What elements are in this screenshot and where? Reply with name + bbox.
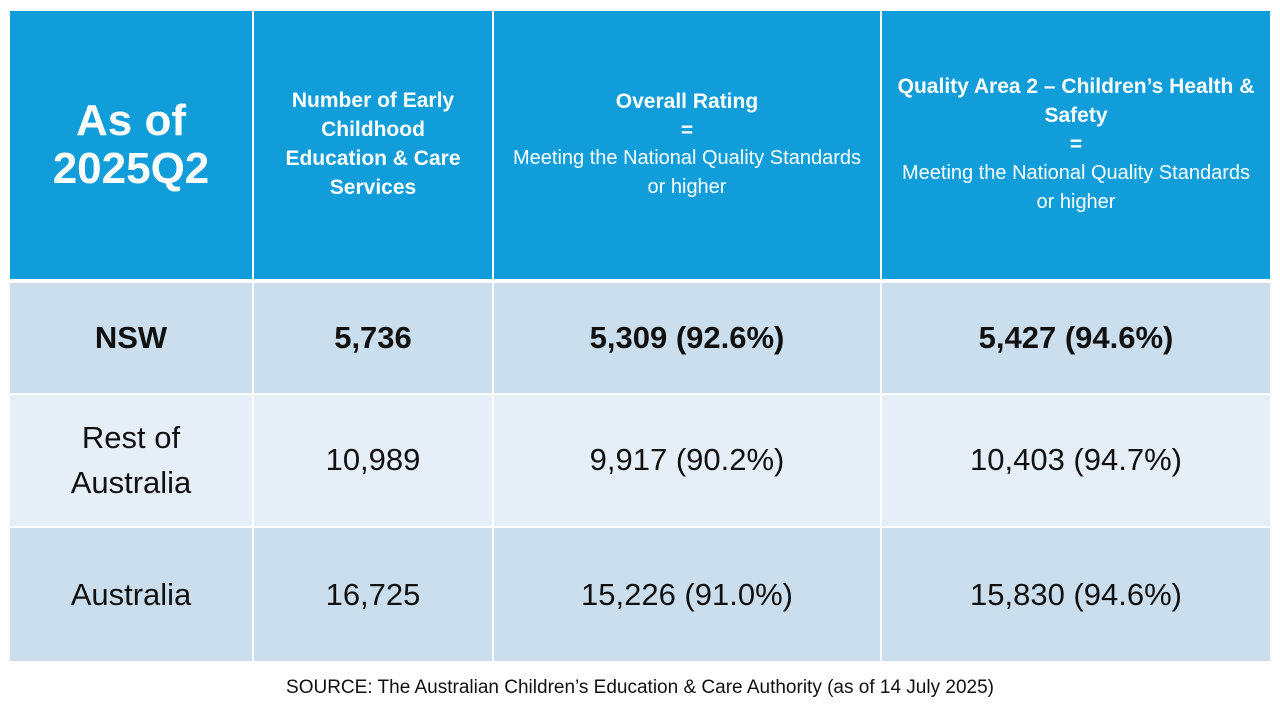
quality-ratings-table: As of 2025Q2 Number of Early Childhood E…: [10, 11, 1270, 663]
qa2-subtitle: Meeting the National Quality Standards o…: [902, 161, 1250, 213]
table-row: Australia 16,725 15,226 (91.0%) 15,830 (…: [10, 527, 1270, 663]
overall-rating-cell: 9,917 (90.2%): [493, 394, 882, 528]
as-of-label: As of 2025Q2: [52, 96, 210, 193]
services-header-label: Number of Early Childhood Education & Ca…: [285, 89, 461, 199]
table-row: Rest of Australia 10,989 9,917 (90.2%) 1…: [10, 394, 1270, 528]
qa2-cell: 5,427 (94.6%): [881, 281, 1270, 395]
region-cell: Rest of Australia: [10, 394, 254, 528]
source-note: SOURCE: The Australian Children’s Educat…: [286, 677, 994, 698]
qa2-equals: =: [1069, 133, 1083, 157]
qa2-title: Quality Area 2 – Children’s Health & Saf…: [897, 75, 1255, 128]
region-cell: NSW: [10, 281, 254, 395]
overall-rating-equals: =: [680, 118, 694, 142]
region-cell: Australia: [10, 527, 254, 663]
overall-rating-cell: 5,309 (92.6%): [493, 281, 882, 395]
services-cell: 5,736: [253, 281, 494, 395]
services-cell: 16,725: [253, 527, 494, 663]
header-services: Number of Early Childhood Education & Ca…: [253, 11, 494, 283]
qa2-cell: 10,403 (94.7%): [881, 394, 1270, 528]
overall-rating-cell: 15,226 (91.0%): [493, 527, 882, 663]
header-quality-area-2: Quality Area 2 – Children’s Health & Saf…: [881, 11, 1270, 283]
qa2-cell: 15,830 (94.6%): [881, 527, 1270, 663]
services-cell: 10,989: [253, 394, 494, 528]
header-corner: As of 2025Q2: [10, 11, 254, 283]
header-overall-rating: Overall Rating = Meeting the National Qu…: [493, 11, 882, 283]
header-row: As of 2025Q2 Number of Early Childhood E…: [10, 11, 1270, 283]
table-row: NSW 5,736 5,309 (92.6%) 5,427 (94.6%): [10, 281, 1270, 395]
overall-rating-title: Overall Rating: [615, 89, 759, 113]
overall-rating-subtitle: Meeting the National Quality Standards o…: [513, 147, 861, 199]
